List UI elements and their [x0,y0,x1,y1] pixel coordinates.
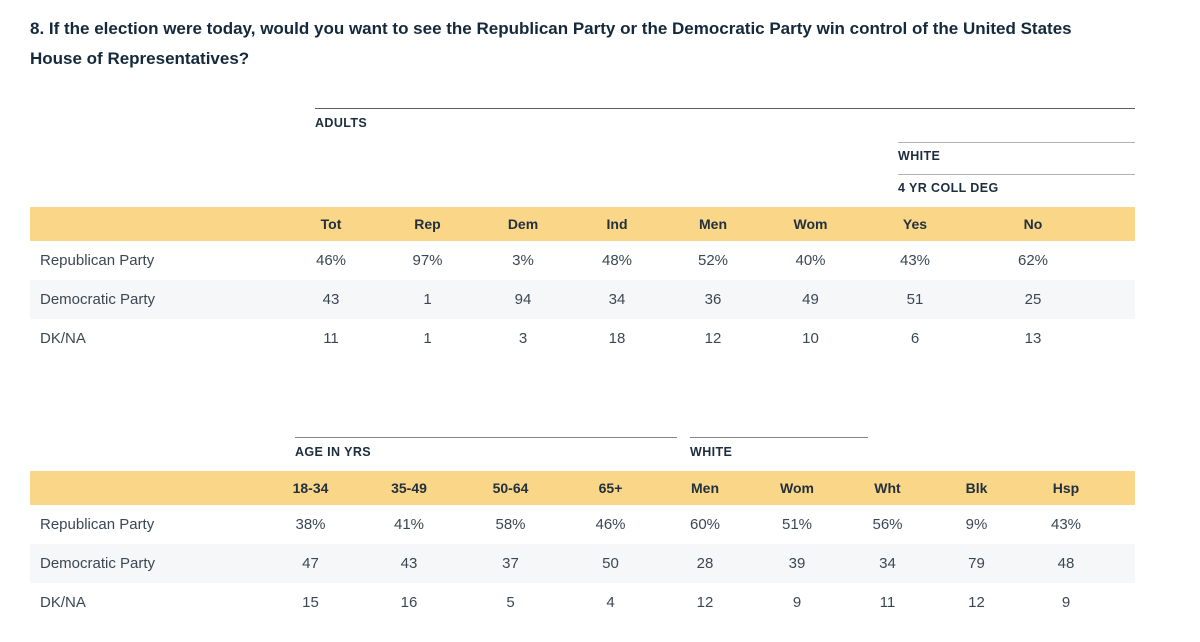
table-row: Democratic Party 47 43 37 50 28 39 34 79… [30,544,1135,583]
table2-col-65plus: 65+ [598,480,623,496]
cell: 43 [322,291,340,308]
row-label: DK/NA [40,330,86,347]
cell: 58% [495,516,526,533]
cell: 34 [879,555,896,572]
cell: 43% [899,252,931,269]
table2-corner-cell [30,471,262,505]
cell: 94 [514,291,532,308]
cell: 62% [1017,252,1049,269]
cell: 12 [696,594,714,611]
table2-col-50-64: 50-64 [492,480,529,496]
table1-col-dem: Dem [507,216,539,232]
table1-header-row: Tot Rep Dem Ind Men Wom Yes No [30,207,1135,241]
table2-header-row: 18-34 35-49 50-64 65+ Men Wom Wht Blk Hs… [30,471,1135,505]
cell: 39 [788,555,806,572]
table2-col-18-34: 18-34 [292,480,329,496]
table1-col-ind: Ind [606,216,628,232]
cell: 51% [781,516,813,533]
table-row: DK/NA 15 16 5 4 12 9 11 12 9 [30,583,1135,622]
group-label-age: AGE IN YRS [295,445,372,459]
cell: 60% [689,516,721,533]
cell: 47 [302,555,319,572]
row-label: DK/NA [40,594,86,611]
table1-col-no: No [1023,216,1043,232]
group-label-adults: ADULTS [315,116,368,130]
cell: 51 [906,291,924,308]
cell: 46% [595,516,626,533]
cell: 97% [412,252,443,269]
table1-corner-cell [30,207,283,241]
cell: 15 [302,594,319,611]
table2-col-35-49: 35-49 [391,480,427,496]
table2-col-hsp: Hsp [1052,480,1080,496]
white2-rule [690,437,868,438]
cell: 4 [606,594,615,611]
row-label: Republican Party [40,516,155,533]
table1-col-men: Men [699,216,727,232]
cell: 11 [323,330,339,347]
cell: 18 [608,330,626,347]
cell: 1 [423,330,432,347]
row-label: Republican Party [40,252,155,269]
table-row: DK/NA 11 1 3 18 12 10 6 13 [30,319,1135,358]
cell: 3% [512,252,534,269]
white-rule [898,142,1135,143]
table1-col-yes: Yes [902,216,928,232]
table-row: Democratic Party 43 1 94 34 36 49 51 25 [30,280,1135,319]
cell: 48 [1057,555,1075,572]
cell: 12 [704,330,722,347]
table2-col-wom: Wom [780,480,814,496]
cell: 9 [792,594,802,611]
table1-col-wom: Wom [793,216,828,232]
group-label-white: WHITE [898,149,941,163]
cell: 48% [601,252,633,269]
group-label-coll-deg: 4 YR COLL DEG [898,181,999,195]
cell: 38% [295,516,326,533]
row-label: Democratic Party [40,291,156,308]
table1-col-tot: Tot [320,216,342,232]
question-title: 8. If the election were today, would you… [30,19,1072,68]
cell: 40% [795,252,826,269]
table-row: Republican Party 46% 97% 3% 48% 52% 40% … [30,241,1135,280]
cell: 9 [1061,594,1071,611]
cell: 25 [1024,291,1042,308]
cell: 9% [965,516,988,533]
cell: 46% [315,252,347,269]
cell: 6 [910,330,920,347]
cell: 41% [393,516,425,533]
cell: 12 [968,594,985,611]
cell: 11 [879,594,896,611]
cell: 3 [518,330,528,347]
group-label-white2: WHITE [690,445,733,459]
cell: 10 [802,330,819,347]
coll-deg-rule [898,174,1135,175]
table1-col-rep: Rep [414,216,441,232]
cell: 37 [502,555,519,572]
cell: 13 [1024,330,1042,347]
table-row: Republican Party 38% 41% 58% 46% 60% 51%… [30,505,1135,544]
cell: 36 [704,291,722,308]
cell: 50 [602,555,619,572]
cell: 79 [968,555,985,572]
adults-rule [315,108,1135,109]
cell: 5 [506,594,515,611]
cell: 43 [400,555,418,572]
table2-col-men: Men [691,480,719,496]
cell: 16 [400,594,418,611]
table2-col-blk: Blk [965,480,988,496]
cell: 34 [608,291,626,308]
cell: 49 [802,291,819,308]
cell: 1 [423,291,432,308]
row-label: Democratic Party [40,555,156,572]
table2-col-wht: Wht [874,480,901,496]
cell: 43% [1050,516,1082,533]
cell: 28 [696,555,714,572]
cell: 56% [872,516,903,533]
cell: 52% [697,252,729,269]
age-rule [295,437,677,438]
